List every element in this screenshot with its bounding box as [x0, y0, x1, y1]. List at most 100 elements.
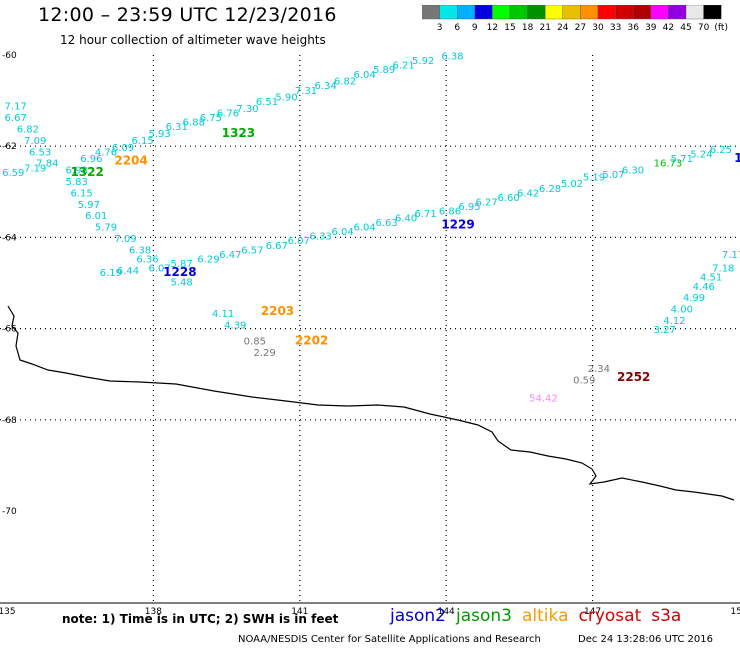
generated-timestamp: Dec 24 13:28:06 UTC 2016 [578, 634, 713, 645]
swh-label: 6.07 [288, 236, 310, 247]
swh-label: 7.09 [114, 234, 136, 245]
swh-label: 6.04 [353, 223, 375, 234]
swh-label: 4.00 [671, 305, 693, 316]
swh-label: 5.87 [170, 259, 192, 270]
lon-tick-label: 135 [0, 607, 16, 617]
legend-swatch [492, 5, 511, 20]
lat-tick-label: -60 [2, 51, 17, 61]
swh-label: 6.82 [334, 77, 356, 88]
swh-label: 6.88 [183, 118, 205, 129]
legend-swatch [580, 5, 599, 20]
swh-label: 16.73 [654, 159, 683, 170]
swh-label: 3.27 [654, 325, 676, 336]
legend-label: 9 [472, 23, 478, 33]
legend-swatch [650, 5, 669, 20]
pass-time-label: 2252 [617, 370, 650, 384]
swh-label: 6.31 [166, 122, 188, 133]
swh-label: 5.93 [149, 129, 171, 140]
swh-label: 7.17 [722, 250, 740, 261]
legend-swatch [457, 5, 476, 20]
swh-label: 6.15 [131, 136, 153, 147]
swh-label: 6.28 [539, 184, 561, 195]
lat-tick-label: -64 [2, 233, 17, 243]
lat-tick-label: -68 [2, 416, 17, 426]
legend-swatch [597, 5, 616, 20]
swh-values: 6.385.926.215.896.046.826.347.315.906.51… [2, 52, 740, 405]
antarctic-coastline [7, 305, 735, 501]
swh-label: 6.59 [2, 168, 24, 179]
swh-label: 0.59 [573, 375, 595, 386]
satellite-jason3: jason3 [456, 606, 512, 626]
swh-label: 7.19 [24, 163, 46, 174]
swh-label: 6.71 [414, 209, 436, 220]
swh-label: 6.38 [129, 245, 151, 256]
satellite-legend: jason2 jason3 altika cryosat s3a [390, 606, 691, 626]
swh-label: 6.30 [622, 166, 644, 177]
coastline-path [7, 305, 735, 501]
lat-tick-label: -70 [2, 507, 17, 517]
swh-label: 4.11 [212, 309, 234, 320]
legend-label: 36 [627, 23, 639, 33]
swh-label: 6.51 [256, 97, 278, 108]
legend-swatch [422, 5, 440, 20]
swh-label: 4.99 [683, 293, 705, 304]
swh-label: 6.29 [197, 254, 219, 265]
swh-label: 6.25 [710, 145, 732, 156]
swh-label: 5.90 [275, 93, 297, 104]
swh-label: 6.21 [393, 61, 415, 72]
legend-swatch [632, 5, 651, 20]
legend-label: 30 [592, 23, 604, 33]
satellite-jason2: jason2 [390, 606, 446, 626]
swh-label: 5.83 [66, 177, 88, 188]
swh-label: 6.27 [475, 197, 497, 208]
swh-label: 6.44 [117, 266, 139, 277]
legend-label: 70 [698, 23, 710, 33]
swh-label: 7.09 [24, 136, 46, 147]
swh-label: 6.04 [353, 70, 375, 81]
legend-label: 6 [454, 23, 460, 33]
swh-label: 2.29 [253, 348, 275, 359]
pass-time-label: 1322 [70, 165, 103, 179]
lon-tick-label: 147 [584, 607, 601, 617]
swh-label: 6.75 [200, 113, 222, 124]
swh-label: 2.34 [588, 364, 610, 375]
lon-tick-label: 141 [291, 607, 308, 617]
swh-label: 4.39 [224, 321, 246, 332]
legend-label: (ft) [714, 23, 728, 33]
swh-label: 5.02 [561, 179, 583, 190]
swh-label: 6.67 [266, 241, 288, 252]
swh-label: 6.07 [149, 264, 171, 275]
swh-label: 5.24 [690, 150, 712, 161]
swh-label: 4.12 [663, 316, 685, 327]
lon-tick-label: 144 [438, 607, 455, 617]
swh-label: 6.95 [458, 202, 480, 213]
satellite-s3a: s3a [651, 606, 682, 626]
lat-tick-label: -66 [2, 325, 17, 335]
swh-label: 6.42 [517, 188, 539, 199]
swh-label: 7.31 [295, 86, 317, 97]
legend-swatch [509, 5, 528, 20]
pass-times: 1322 2204 1323 1228 1229 12 2203 2202 2252 [70, 126, 740, 384]
swh-label: 6.40 [395, 213, 417, 224]
swh-label: 7.18 [712, 264, 734, 275]
axis-ticks: 135 138 141 144 147 150 -60 -62 -64 -66 -68 -70 [0, 51, 740, 617]
swh-label: 5.71 [671, 154, 693, 165]
legend-label: 42 [663, 23, 674, 33]
pass-time-label: 1229 [441, 217, 474, 231]
graticule [0, 55, 740, 604]
legend-swatch [439, 5, 458, 20]
swh-label: 5.48 [170, 277, 192, 288]
swh-label: 5.97 [78, 200, 100, 211]
swh-label: 6.53 [29, 147, 51, 158]
swh-label: 6.33 [310, 232, 332, 243]
pass-time-label: 1323 [222, 126, 255, 140]
swh-label: 4.76 [95, 147, 117, 158]
swh-label: 6.57 [241, 245, 263, 256]
swh-label: 6.19 [100, 268, 122, 279]
swh-label: 54.42 [529, 394, 558, 405]
swh-label: 6.76 [217, 109, 239, 120]
color-legend: 3 6 9 12 15 18 21 24 27 30 33 36 39 42 45 70 (ft) [422, 5, 728, 33]
swh-label: 6.96 [80, 154, 102, 165]
swh-label: 5.79 [95, 223, 117, 234]
